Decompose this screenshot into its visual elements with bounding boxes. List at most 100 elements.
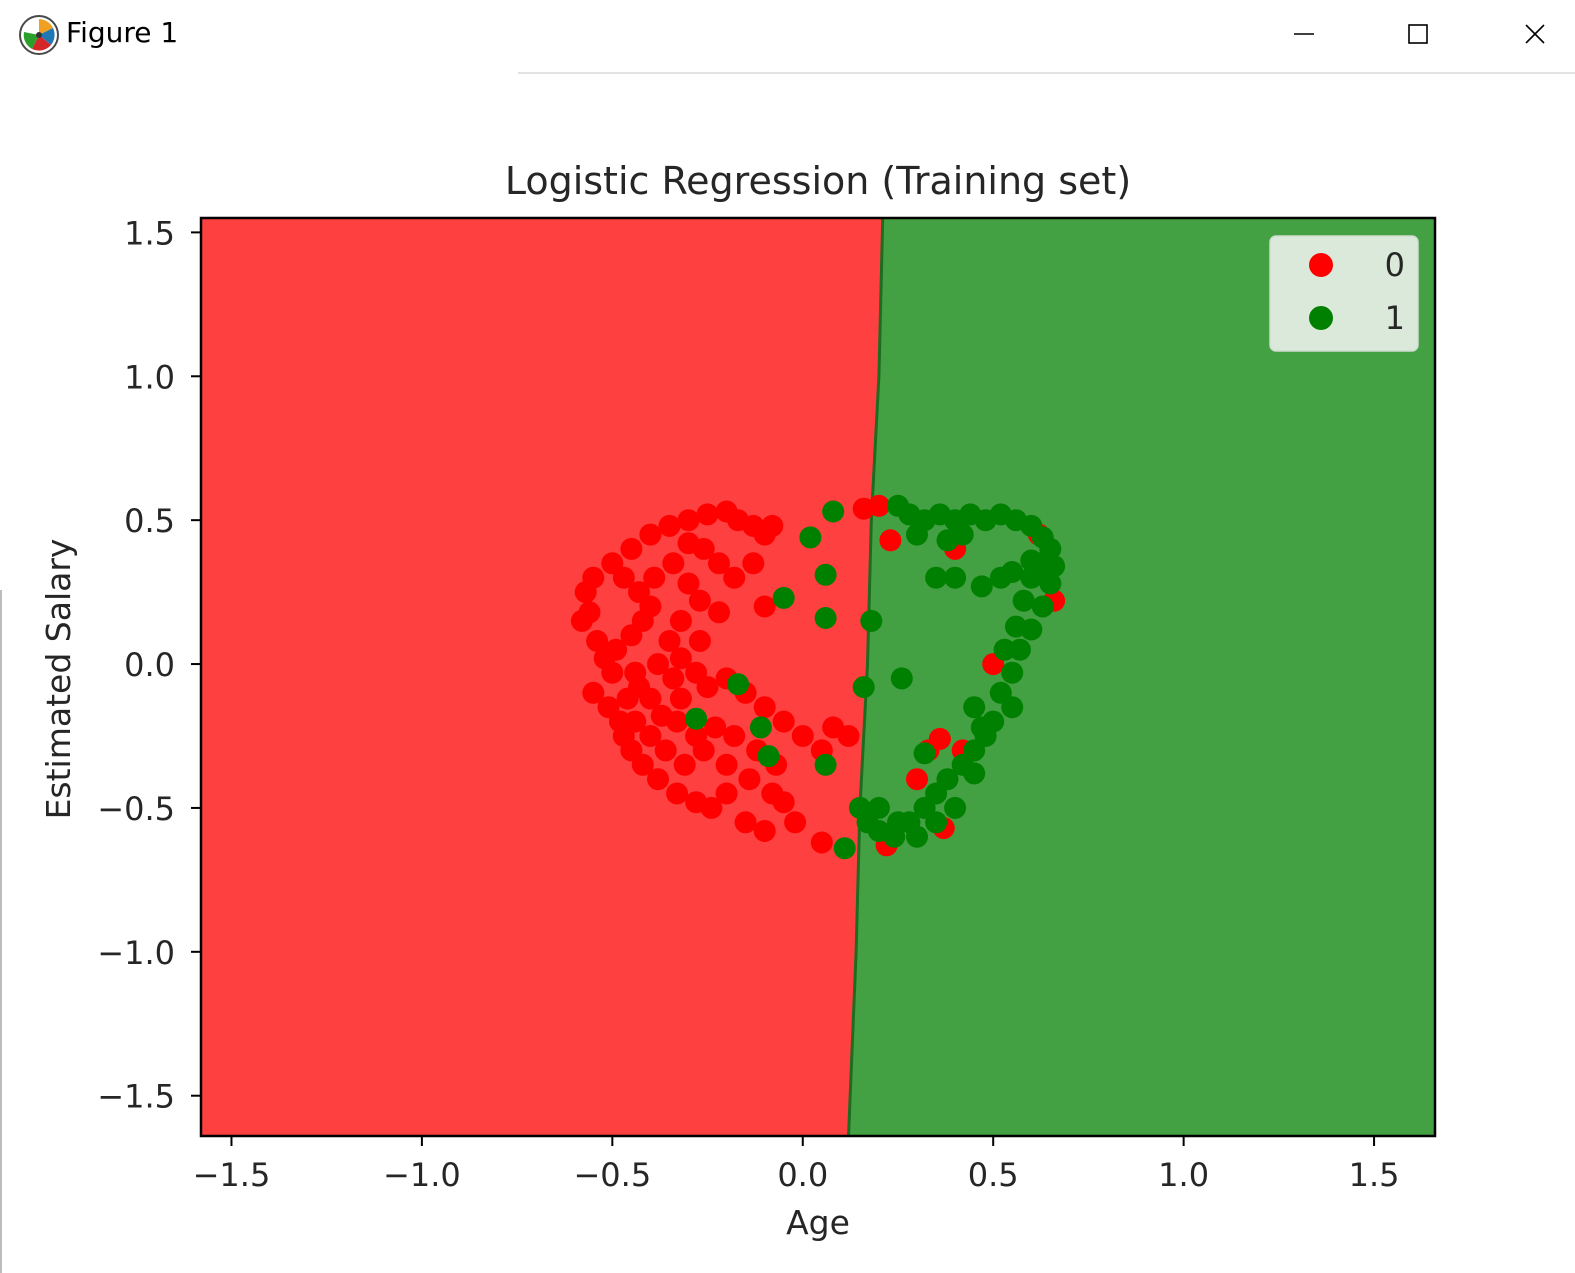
scatter-point	[1005, 615, 1027, 638]
scatter-point	[601, 552, 624, 575]
y-tick-label: 0.0	[124, 646, 175, 684]
scatter-point	[852, 676, 875, 699]
scatter-point	[925, 566, 948, 589]
legend: 01	[1269, 235, 1419, 352]
scatter-point	[582, 681, 605, 704]
legend-label-0: 0	[1385, 246, 1405, 284]
scatter-point	[639, 725, 662, 747]
scatter-point	[620, 537, 643, 560]
scatter-point	[963, 696, 986, 719]
x-axis-label: Age	[786, 1203, 850, 1242]
scatter-point	[708, 601, 730, 624]
legend-marker-0	[1309, 253, 1333, 277]
scatter-point	[814, 607, 837, 629]
scatter-point	[860, 609, 883, 632]
scatter-point	[906, 768, 928, 791]
series-1	[685, 494, 1066, 860]
chart-title: Logistic Regression (Training set)	[505, 159, 1131, 203]
x-tick-label: 0.5	[968, 1156, 1019, 1194]
legend-marker-1	[1309, 306, 1333, 330]
x-tick-label: −0.5	[573, 1156, 651, 1194]
scatter-point	[993, 638, 1016, 661]
scatter-point	[688, 589, 711, 612]
scatter-point	[1031, 595, 1054, 618]
minimize-icon	[1294, 33, 1314, 35]
window-titlebar: Figure 1	[0, 0, 1575, 74]
scatter-point	[814, 753, 837, 776]
scatter-point	[1012, 589, 1035, 612]
scatter-point	[647, 768, 669, 791]
scatter-point	[749, 716, 772, 739]
x-axis: −1.5 −1.0 −0.5 0.0 0.5 1.0 1.5	[193, 1136, 1400, 1194]
scatter-point	[944, 796, 967, 819]
scatter-point	[688, 630, 711, 652]
y-tick-label: 0.5	[124, 502, 175, 540]
scatter-point	[723, 725, 746, 747]
scatter-point	[605, 638, 628, 661]
y-tick-label: 1.0	[124, 358, 175, 396]
scatter-point	[1035, 561, 1058, 583]
x-tick-label: −1.5	[193, 1156, 271, 1194]
scatter-point	[662, 667, 685, 690]
scatter-point	[944, 566, 967, 589]
maximize-icon	[1408, 24, 1428, 44]
scatter-point	[890, 667, 913, 690]
scatter-point	[658, 630, 681, 652]
scatter-point	[692, 739, 715, 762]
scatter-point	[582, 566, 605, 589]
scatter-point	[753, 696, 776, 719]
scatter-point	[673, 753, 696, 776]
scatter-point	[814, 563, 837, 586]
scatter-point	[772, 710, 795, 733]
scatter-point	[624, 661, 647, 684]
maximize-button[interactable]	[1363, 0, 1473, 68]
scatter-point	[913, 742, 936, 765]
plot-frame	[199, 216, 1437, 1138]
scatter-point	[772, 586, 795, 609]
scatter-point	[1020, 549, 1043, 572]
series-0	[570, 494, 1066, 857]
window-title: Figure 1	[66, 16, 179, 49]
scatter-point	[738, 768, 761, 791]
scatter-point	[662, 552, 685, 575]
scatter-point	[628, 581, 650, 604]
scatter-point	[734, 811, 757, 834]
legend-label-1: 1	[1385, 299, 1405, 337]
scatter-point	[1001, 661, 1024, 684]
scatter-point	[970, 716, 993, 739]
scatter-point	[1008, 638, 1031, 661]
scatter-point	[650, 704, 673, 727]
minimize-button[interactable]	[1249, 0, 1359, 68]
y-tick-label: 1.5	[124, 214, 175, 252]
region-class-0	[201, 218, 883, 1136]
y-axis-label: Estimated Salary	[39, 539, 78, 820]
scatter-point	[848, 796, 871, 819]
scatter-point	[643, 566, 666, 589]
close-button[interactable]	[1480, 0, 1575, 68]
scatter-point	[639, 523, 662, 546]
legend-box	[1269, 235, 1419, 352]
scatter-point	[654, 739, 677, 762]
scatter-point	[761, 782, 784, 805]
y-tick-label: −0.5	[97, 790, 175, 828]
scatter-point	[951, 523, 974, 546]
scatter-point	[677, 572, 700, 595]
scatter-point	[867, 494, 890, 517]
x-tick-label: 1.0	[1158, 1156, 1209, 1194]
scatter-point	[784, 811, 807, 834]
y-tick-label: −1.0	[97, 934, 175, 972]
scatter-point	[666, 782, 689, 805]
scatter-point	[810, 831, 833, 854]
scatter-point	[970, 575, 993, 598]
x-tick-label: 1.5	[1349, 1156, 1400, 1194]
scatter-point	[867, 796, 890, 819]
y-axis: −1.5 −1.0 −0.5 0.0 0.5 1.0 1.5	[97, 214, 201, 1116]
scatter-point	[879, 529, 902, 552]
scatter-point	[700, 796, 723, 819]
scatter-point	[685, 707, 708, 730]
scatter-point	[727, 673, 749, 696]
scatter-point	[624, 710, 647, 733]
scatter-point	[742, 552, 765, 575]
scatter-point	[799, 526, 822, 549]
scatter-point	[753, 820, 776, 842]
